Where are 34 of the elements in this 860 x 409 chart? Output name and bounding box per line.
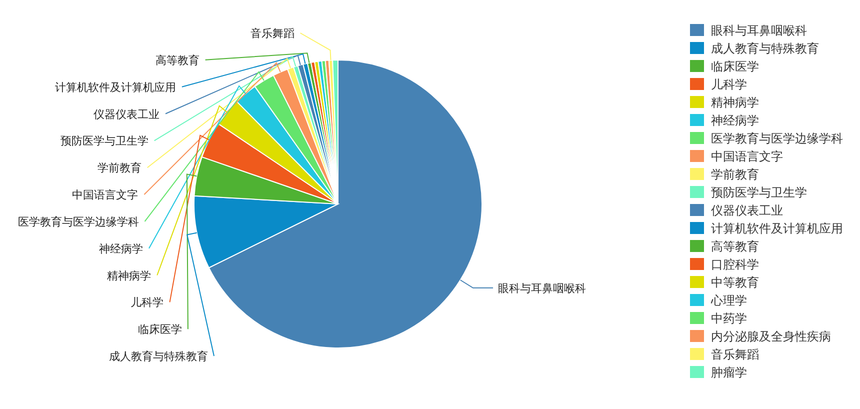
legend-label: 心理学 bbox=[710, 294, 747, 308]
slice-label: 精神病学 bbox=[107, 269, 152, 282]
legend-label: 中等教育 bbox=[711, 276, 759, 290]
legend-label: 中药学 bbox=[711, 312, 747, 326]
legend-label: 肿瘤学 bbox=[711, 366, 747, 380]
slice-label: 中国语言文字 bbox=[72, 188, 138, 202]
legend-label: 医学教育与医学边缘学科 bbox=[711, 132, 843, 146]
slice-label: 神经病学 bbox=[98, 242, 143, 256]
legend-label: 口腔科学 bbox=[711, 258, 759, 272]
legend-label: 内分泌腺及全身性疾病 bbox=[711, 330, 831, 344]
legend-label: 临床医学 bbox=[711, 60, 759, 74]
legend-label: 成人教育与特殊教育 bbox=[711, 42, 819, 56]
legend-label: 预防医学与卫生学 bbox=[711, 186, 807, 200]
slice-label: 仪器仪表工业 bbox=[94, 108, 160, 121]
legend-label: 神经病学 bbox=[711, 114, 759, 128]
slice-label: 成人教育与特殊教育 bbox=[109, 350, 208, 363]
slice-label: 预防医学与卫生学 bbox=[60, 134, 148, 148]
slice-label: 计算机软件及计算机应用 bbox=[54, 80, 176, 94]
legend-label: 精神病学 bbox=[711, 96, 759, 110]
slice-label: 临床医学 bbox=[138, 323, 182, 336]
slice-label: 高等教育 bbox=[155, 54, 200, 67]
legend-label: 眼科与耳鼻咽喉科 bbox=[711, 24, 807, 38]
slice-label: 眼科与耳鼻咽喉科 bbox=[498, 282, 586, 295]
legend-label: 计算机软件及计算机应用 bbox=[711, 222, 843, 236]
legend-label: 学前教育 bbox=[711, 168, 759, 182]
legend-label: 音乐舞蹈 bbox=[711, 348, 759, 362]
legend-label: 中国语言文字 bbox=[711, 150, 783, 164]
slice-label: 医学教育与医学边缘学科 bbox=[18, 215, 139, 228]
legend-label: 高等教育 bbox=[711, 240, 759, 254]
slice-label: 儿科学 bbox=[130, 296, 164, 310]
slice-label: 学前教育 bbox=[97, 162, 142, 175]
legend-label: 儿科学 bbox=[711, 78, 747, 92]
legend-label: 仪器仪表工业 bbox=[711, 204, 783, 218]
slice-label: 音乐舞蹈 bbox=[250, 27, 294, 40]
